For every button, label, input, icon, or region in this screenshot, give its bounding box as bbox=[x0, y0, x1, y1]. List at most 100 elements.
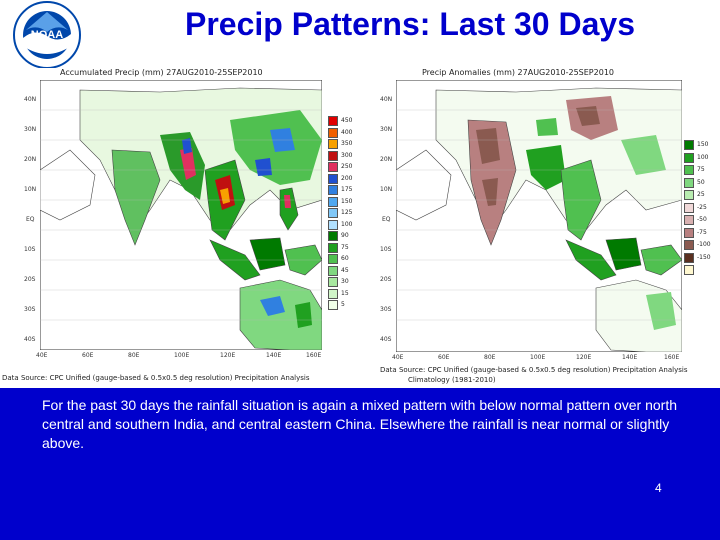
legend-label: 15 bbox=[341, 289, 349, 297]
lon-tick: 60E bbox=[438, 354, 450, 361]
lat-tick: 30N bbox=[380, 126, 393, 133]
lat-tick: 10N bbox=[24, 186, 37, 193]
slide-title: Precip Patterns: Last 30 Days bbox=[185, 6, 635, 42]
lon-tick: 160E bbox=[306, 352, 322, 359]
lon-tick: 120E bbox=[576, 354, 592, 361]
lon-tick: 40E bbox=[36, 352, 48, 359]
caption-area: For the past 30 days the rainfall situat… bbox=[0, 388, 720, 540]
legend-swatch bbox=[328, 162, 338, 172]
legend-swatch bbox=[328, 208, 338, 218]
legend-label: 75 bbox=[341, 243, 349, 251]
legend-swatch bbox=[328, 139, 338, 149]
lon-tick: 80E bbox=[128, 352, 140, 359]
lon-tick: 100E bbox=[174, 352, 190, 359]
lat-tick: 10S bbox=[24, 246, 36, 253]
lon-tick: 100E bbox=[530, 354, 546, 361]
noaa-logo: NOAA bbox=[13, 1, 81, 69]
legend-swatch bbox=[684, 202, 694, 213]
lon-tick: 140E bbox=[622, 354, 638, 361]
lat-tick: 30S bbox=[24, 306, 36, 313]
legend-label: 60 bbox=[341, 255, 349, 262]
legend-label: 100 bbox=[697, 153, 709, 161]
lat-tick: 30S bbox=[380, 306, 392, 313]
legend-swatch bbox=[328, 185, 338, 195]
legend-swatch bbox=[328, 265, 338, 276]
lat-tick: 10N bbox=[380, 186, 393, 193]
left-precip-map bbox=[40, 80, 322, 350]
lat-tick: 40S bbox=[380, 336, 392, 343]
lat-tick: 10S bbox=[380, 246, 392, 253]
legend-label: 75 bbox=[697, 166, 705, 173]
legend-label: 50 bbox=[697, 178, 705, 186]
lat-tick: 40S bbox=[24, 336, 36, 343]
page-number: 4 bbox=[655, 481, 662, 495]
legend-label: 200 bbox=[341, 174, 353, 182]
lat-tick: 20N bbox=[24, 156, 37, 163]
legend-swatch bbox=[684, 252, 694, 263]
maps-area: Accumulated Precip (mm) 27AUG2010-25SEP2… bbox=[0, 68, 720, 388]
legend-label: -50 bbox=[697, 216, 707, 223]
legend-swatch bbox=[684, 240, 694, 250]
legend-swatch bbox=[684, 215, 694, 225]
lon-tick: 160E bbox=[664, 354, 680, 361]
lat-tick: 30N bbox=[24, 126, 37, 133]
legend-swatch bbox=[328, 277, 338, 287]
legend-label: 45 bbox=[341, 266, 349, 274]
lat-tick: 20S bbox=[380, 276, 392, 283]
right-map-panel: Precip Anomalies (mm) 27AUG2010-25SEP201… bbox=[360, 68, 720, 388]
lon-tick: 60E bbox=[82, 352, 94, 359]
lon-tick: 40E bbox=[392, 354, 404, 361]
legend-swatch bbox=[328, 196, 338, 207]
right-map-source: Data Source: CPC Unified (gauge-based & … bbox=[380, 366, 688, 374]
legend-swatch bbox=[328, 219, 338, 230]
legend-label: -150 bbox=[697, 253, 711, 261]
lon-tick: 120E bbox=[220, 352, 236, 359]
legend-swatch bbox=[684, 165, 694, 175]
legend-label: 5 bbox=[341, 301, 345, 308]
legend-swatch bbox=[684, 265, 694, 275]
right-map-title: Precip Anomalies (mm) 27AUG2010-25SEP201… bbox=[422, 68, 614, 77]
right-map-legend: 150 100 75 50 25 -25 -50 -75 -100 -150 bbox=[684, 140, 720, 290]
lat-tick: EQ bbox=[382, 216, 391, 223]
left-map-panel: Accumulated Precip (mm) 27AUG2010-25SEP2… bbox=[0, 68, 360, 388]
legend-label: 150 bbox=[697, 141, 709, 148]
legend-label: 400 bbox=[341, 128, 353, 136]
legend-swatch bbox=[328, 173, 338, 184]
legend-swatch bbox=[684, 227, 694, 238]
legend-swatch bbox=[328, 116, 338, 126]
legend-swatch bbox=[328, 288, 338, 299]
legend-swatch bbox=[684, 152, 694, 163]
slide-header: NOAA Precip Patterns: Last 30 Days bbox=[0, 0, 720, 70]
legend-label: 30 bbox=[341, 278, 349, 285]
legend-label: -100 bbox=[697, 241, 711, 248]
legend-label: 100 bbox=[341, 220, 353, 228]
legend-swatch bbox=[684, 140, 694, 150]
lat-tick: 20S bbox=[24, 276, 36, 283]
lat-tick: 20N bbox=[380, 156, 393, 163]
legend-swatch bbox=[684, 190, 694, 200]
slide-caption: For the past 30 days the rainfall situat… bbox=[42, 397, 678, 451]
legend-swatch bbox=[328, 127, 338, 138]
left-map-legend: 450 400 350 300 250 200 175 150 125 100 90 75 60 45 30… bbox=[328, 116, 360, 316]
legend-label: 350 bbox=[341, 140, 353, 147]
legend-swatch bbox=[328, 300, 338, 310]
legend-label: -25 bbox=[697, 203, 707, 211]
legend-label: 250 bbox=[341, 163, 353, 170]
legend-swatch bbox=[328, 150, 338, 161]
legend-label: 450 bbox=[341, 117, 353, 124]
legend-swatch bbox=[328, 242, 338, 253]
legend-label: 175 bbox=[341, 186, 353, 193]
legend-label: 125 bbox=[341, 209, 353, 216]
lat-tick: 40N bbox=[380, 96, 393, 103]
legend-label: 90 bbox=[341, 232, 349, 239]
legend-swatch bbox=[328, 231, 338, 241]
lat-tick: 40N bbox=[24, 96, 37, 103]
right-anomaly-map bbox=[396, 80, 682, 352]
lon-tick: 140E bbox=[266, 352, 282, 359]
lat-tick: EQ bbox=[26, 216, 35, 223]
legend-label: 25 bbox=[697, 191, 705, 198]
left-map-title: Accumulated Precip (mm) 27AUG2010-25SEP2… bbox=[60, 68, 263, 77]
noaa-logo-text: NOAA bbox=[31, 29, 63, 41]
legend-label: 150 bbox=[341, 197, 353, 205]
legend-swatch bbox=[328, 254, 338, 264]
